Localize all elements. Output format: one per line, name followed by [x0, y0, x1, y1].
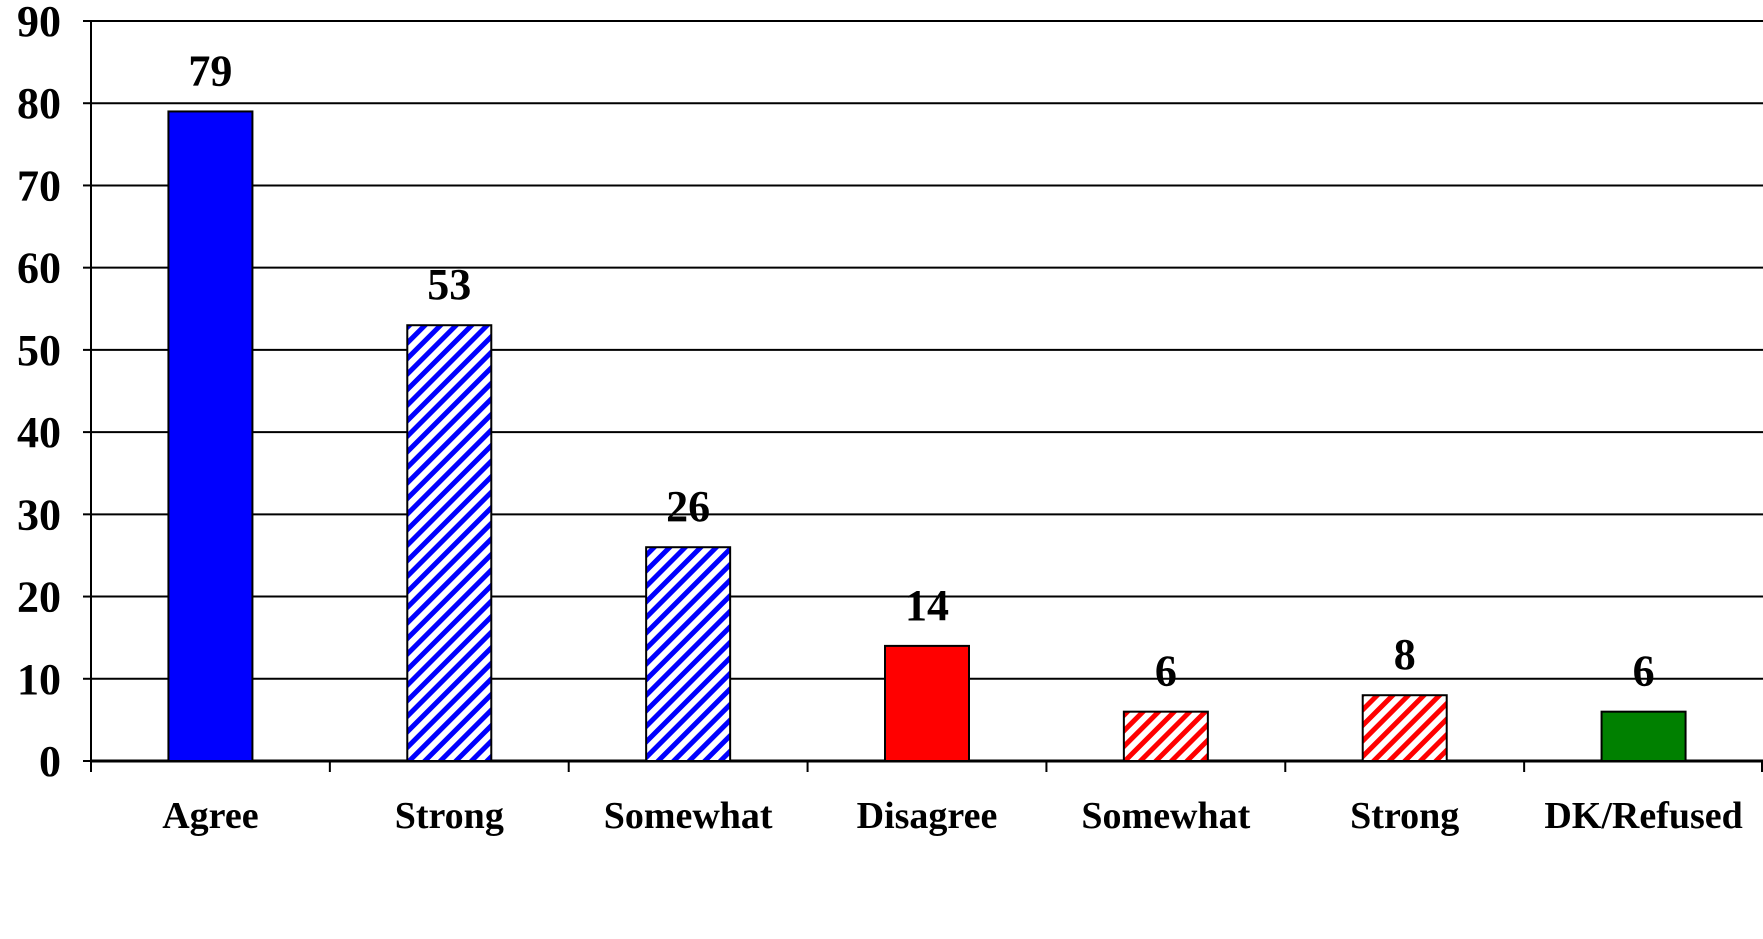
bar	[1361, 694, 1448, 763]
data-label: 79	[188, 46, 232, 95]
y-tick-label: 90	[17, 0, 61, 46]
y-tick-label: 50	[17, 326, 61, 375]
bar	[406, 324, 493, 762]
data-label: 8	[1394, 630, 1416, 679]
y-tick-label: 30	[17, 490, 61, 539]
x-axis-category-labels: Agree Strong Somewhat Disagree Somewhat Stron…	[162, 795, 1743, 837]
data-label: 53	[427, 260, 471, 309]
data-label: 26	[666, 482, 710, 531]
bar	[645, 546, 732, 762]
x-category-label: Strong	[395, 795, 504, 837]
bar	[1122, 710, 1209, 763]
y-tick-label: 60	[17, 244, 61, 293]
gridlines	[91, 20, 1763, 680]
bar	[884, 644, 970, 763]
data-label: 6	[1633, 647, 1655, 696]
x-category-label: Somewhat	[604, 795, 773, 837]
x-category-label: DK/Refused	[1544, 795, 1742, 837]
y-tick-label: 40	[17, 408, 61, 457]
y-tick-label: 10	[17, 655, 61, 704]
x-category-label: Strong	[1350, 795, 1459, 837]
bar	[1600, 710, 1687, 763]
y-tick-label: 20	[17, 573, 61, 622]
x-category-label: Agree	[162, 795, 258, 837]
y-tick-label: 80	[17, 79, 61, 128]
y-axis-tick-labels: 0 10 20 30 40 50 60 70 80 90	[17, 0, 61, 786]
y-tick-label: 70	[17, 161, 61, 210]
data-label: 6	[1155, 647, 1177, 696]
bar	[167, 110, 254, 762]
x-category-label: Disagree	[857, 795, 998, 837]
y-tick-label: 0	[39, 737, 61, 786]
bars	[167, 110, 1687, 763]
data-labels: 79 53 26 14 6 8 6	[188, 46, 1654, 695]
x-category-label: Somewhat	[1081, 795, 1250, 837]
data-label: 14	[905, 581, 949, 630]
